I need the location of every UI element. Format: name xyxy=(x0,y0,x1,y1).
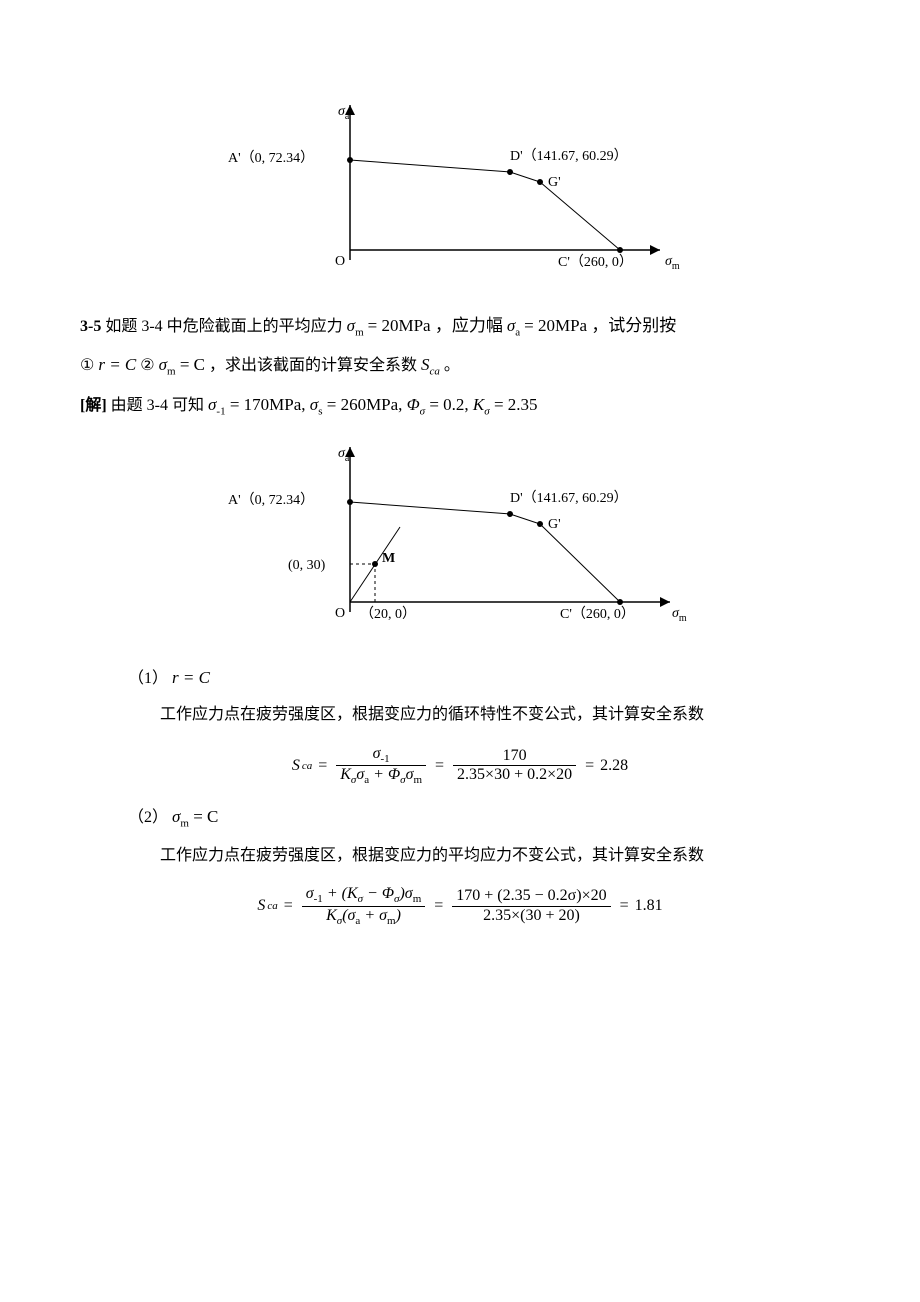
eq-c2: = C xyxy=(176,355,205,374)
diagram-1-svg: σa σm O A'（0, 72.34） D'（141.67, 60.29） G… xyxy=(220,90,700,290)
circ1: ① xyxy=(80,357,94,374)
axis-x-label: σm xyxy=(665,254,680,272)
eq-r-c: r = C xyxy=(98,355,136,374)
p1-cond: r = C xyxy=(172,668,210,687)
d2-A: A'（0, 72.34） xyxy=(228,492,314,508)
v-170: 170 xyxy=(244,395,270,414)
point-g-label: G' xyxy=(548,175,561,190)
sigma-m-sym: σ xyxy=(347,316,355,335)
sigma-sub2: m xyxy=(167,366,176,378)
eq2-den2: 2.35×(30 + 20) xyxy=(452,907,610,925)
solution-intro-text: 由题 3-4 可知 xyxy=(111,397,204,414)
sigma-sym2: σ xyxy=(159,355,167,374)
diagram-2-svg: σa σm O A'（0, 72.34） D'（141.67, 60.29） G… xyxy=(210,432,710,642)
v-phi: 0.2 xyxy=(443,395,464,414)
problem-number: 3-5 xyxy=(80,318,101,335)
val1: = 20MPa ，应力幅 xyxy=(368,316,503,335)
sigma-a-sub: a xyxy=(515,326,520,338)
eq2-result: 1.81 xyxy=(635,891,663,921)
sigma-m-sub: m xyxy=(355,326,364,338)
solution-tag: [解] xyxy=(80,397,107,414)
part2-text: 工作应力点在疲劳强度区，根据变应力的平均应力不变公式，其计算安全系数 xyxy=(80,841,840,871)
circ2: ② xyxy=(140,357,154,374)
part2-label: （2） σm = C xyxy=(128,801,840,834)
d2-Mx: （20, 0） xyxy=(360,606,416,622)
problem-text-a: 如题 3-4 中危险截面上的平均应力 xyxy=(105,318,342,335)
eq1-result: 2.28 xyxy=(600,751,628,781)
v-K: 2.35 xyxy=(508,395,538,414)
val2: = 20MPa ，试分别按 xyxy=(524,316,676,335)
diagram-2: σa σm O A'（0, 72.34） D'（141.67, 60.29） G… xyxy=(80,432,840,642)
eq2-num2: 170 + (2.35 − 0.2σ)×20 xyxy=(452,887,610,906)
equation-2: Sca = σ-1 + (Kσ − Φσ)σm Kσ(σa + σm) = 17… xyxy=(80,885,840,928)
d2-D: D'（141.67, 60.29） xyxy=(510,490,628,506)
d2-C: C'（260, 0） xyxy=(560,606,635,622)
tail-text: ，求出该截面的计算安全系数 xyxy=(209,357,421,374)
point-c-label: C'（260, 0） xyxy=(558,254,633,270)
eq1-num2: 170 xyxy=(453,747,576,766)
origin-label: O xyxy=(335,254,345,269)
end-dot: 。 xyxy=(444,357,460,374)
d2-My: (0, 30) xyxy=(288,558,326,573)
p2-rhs: = C xyxy=(189,807,218,826)
diagram-1: σa σm O A'（0, 72.34） D'（141.67, 60.29） G… xyxy=(80,90,840,290)
point-a-label: A'（0, 72.34） xyxy=(228,150,314,166)
d2-origin: O xyxy=(335,606,345,621)
p2-sub: m xyxy=(180,818,189,830)
p1-num: （1） xyxy=(128,670,168,687)
svg-text:σm: σm xyxy=(672,606,687,624)
solution-intro: [解] 由题 3-4 可知 σ-1 = 170MPa, σs = 260MPa,… xyxy=(80,389,840,422)
p2-num: （2） xyxy=(128,809,168,826)
S-sub: ca xyxy=(430,366,440,378)
axis-y-label: σa xyxy=(338,104,350,122)
point-d-label: D'（141.67, 60.29） xyxy=(510,148,628,164)
problem-line-2: ① r = C ② σm = C ，求出该截面的计算安全系数 Sca 。 xyxy=(80,349,840,382)
eq1-den2: 2.35×30 + 0.2×20 xyxy=(453,766,576,784)
v-260: 260 xyxy=(341,395,367,414)
d2-M: M xyxy=(382,551,395,566)
sigma-a-sym: σ xyxy=(507,316,515,335)
svg-text:σa: σa xyxy=(338,446,350,464)
d2-G: G' xyxy=(548,517,561,532)
part1-label: （1） r = C xyxy=(128,662,840,694)
S-sym: S xyxy=(421,355,430,374)
equation-1: Sca = σ-1 Kσσa + Φσσm = 170 2.35×30 + 0.… xyxy=(80,745,840,788)
problem-line-1: 3-5 如题 3-4 中危险截面上的平均应力 σm = 20MPa ，应力幅 σ… xyxy=(80,310,840,343)
part1-text: 工作应力点在疲劳强度区，根据变应力的循环特性不变公式，其计算安全系数 xyxy=(80,700,840,730)
